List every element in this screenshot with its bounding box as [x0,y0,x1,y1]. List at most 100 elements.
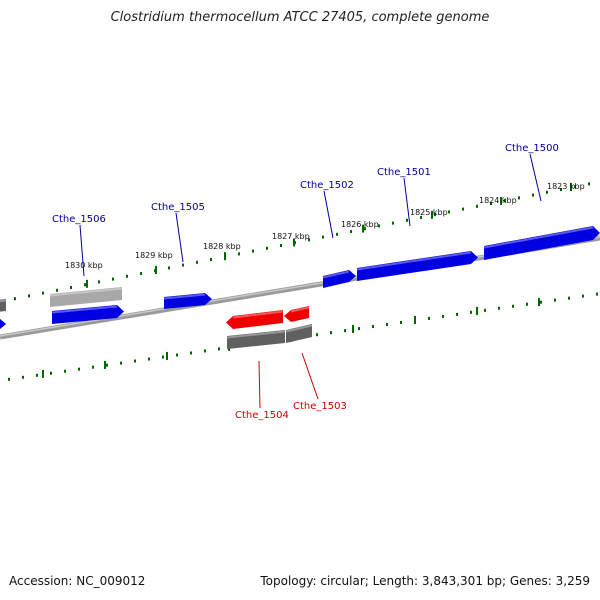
scale-tick-label: 1823 kbp [547,182,585,191]
inner-tick-dot [428,316,430,320]
inner-tick-dot [372,325,374,329]
gene-cthe-1505-shine [163,293,206,300]
outer-tick-major [500,197,502,205]
gene-leader-line [301,352,319,400]
inner-tick-dot [36,373,38,377]
outer-tick-dot [546,190,548,194]
gene-cthe-1502-shine [322,270,350,279]
outer-tick-dot [140,272,142,275]
gene-leader-line [175,212,184,263]
inner-tick-dot [540,300,542,304]
gene-grey-lower-2-body [286,324,312,343]
inner-tick-dot [92,365,94,369]
outer-tick-dot [238,252,240,256]
gene-cthe-1502 [322,270,356,288]
inner-tick-dot [176,353,178,357]
gene-grey-edge-left-body [0,299,6,312]
outer-tick-dot [112,277,114,281]
outer-tick-dot [476,204,478,208]
gene-grey-upper-body [50,287,122,307]
inner-tick-major [538,297,540,306]
outer-tick-dot [350,230,352,233]
inner-tick-major [414,315,416,324]
inner-tick-dot [134,359,136,363]
inner-tick-dot [204,349,206,353]
inner-tick-dot [442,314,444,318]
gene-label: Cthe_1502 [300,180,354,191]
inner-tick-dot [554,298,556,302]
outer-tick-dot [196,260,198,264]
gene-cthe-1501 [356,251,478,281]
gene-leader-line [79,224,85,277]
inner-tick-dot [512,304,514,308]
outer-tick-dot [70,286,72,289]
outer-tick-dot [168,266,170,270]
inner-tick-dot [344,329,346,333]
outer-tick-dot [462,207,464,211]
inner-tick-dot [50,371,52,375]
outer-tick-major [293,238,295,247]
inner-tick-dot [582,294,584,298]
outer-tick-major [155,266,157,274]
scale-tick-label: 1825 kbp [410,208,448,217]
inner-tick-dot [400,321,402,324]
inner-tick-dot [568,296,570,300]
outer-tick-dot [266,246,268,250]
map-title: Clostridium thermocellum ATCC 27405, com… [110,10,490,25]
inner-tick-dot [498,306,500,310]
inner-tick-dot [386,323,388,327]
outer-tick-major [362,224,364,233]
outer-tick-dot [322,235,324,239]
outer-tick-dot [406,218,408,222]
inner-tick-dot [120,361,122,365]
gene-leader-line [529,153,542,202]
outer-tick-dot [182,263,184,267]
outer-tick-major [431,210,433,219]
gene-leader-line [403,177,411,227]
outer-tick-dot [504,199,506,203]
accession-footer: Accession: NC_009012 [9,574,146,588]
inner-tick-major [476,306,478,315]
outer-tick-dot [532,193,534,197]
inner-tick-dot [64,369,66,373]
outer-tick-dot [420,216,422,219]
gene-features [0,226,600,349]
outer-tick-dot [28,294,30,298]
outer-tick-major [224,252,226,261]
outer-tick-dot [336,232,338,236]
gene-cthe-1502-body [323,270,356,288]
inner-tick-dot [106,363,108,367]
gene-leader-line [323,190,334,239]
outer-tick-dot [126,274,128,278]
gene-grey-lower-2 [285,324,313,343]
outer-tick-dot [518,196,520,200]
gene-cthe-1506 [51,305,124,324]
scale-tick-label: 1824 kbp [479,196,517,205]
outer-tick-dot [308,238,310,242]
scale-tick-label: 1830 kbp [65,261,103,270]
gene-cthe-1505-body [164,293,212,309]
outer-tick-dot [364,227,366,231]
gene-grey-lower-1-shine [226,330,286,339]
gene-leader-line [258,360,261,409]
gene-label: Cthe_1504 [235,410,289,421]
outer-tick-major [86,279,88,288]
gene-label: Cthe_1505 [151,202,205,213]
gene-edge-left-body [0,318,6,330]
gene-cthe-1500 [483,226,600,260]
gene-cthe-1504-shine [232,310,284,319]
inner-tick-dot [190,351,192,355]
gene-cthe-1503-shine [290,306,310,313]
inner-tick-dot [8,377,10,381]
inner-tick-dot [148,357,150,361]
gene-label: Cthe_1506 [52,214,106,225]
outer-tick-dot [98,280,100,284]
gene-grey-lower-2-shine [285,324,313,333]
outer-tick-dot [56,288,58,292]
gene-cthe-1506-shine [51,305,118,314]
gene-cthe-1501-body [357,251,478,281]
gene-cthe-1503 [284,306,310,322]
inner-tick-dot [596,292,598,296]
inner-tick-major [166,351,168,360]
